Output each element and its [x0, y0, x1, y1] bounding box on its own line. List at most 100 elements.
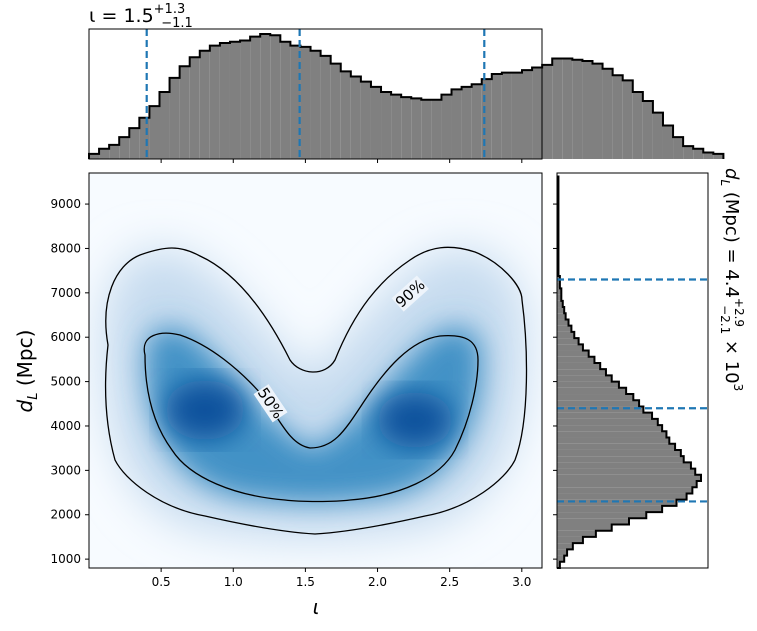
top-hist-bar: [280, 41, 291, 159]
contour-label-90-bg: [391, 275, 429, 312]
joint-panel: 90% 50% 0.5 1.0 1.5 2.0 2.5 3.0 1000200030004…: [13, 172, 543, 619]
y-tick-label-2: 3000: [50, 463, 81, 477]
y-tick-label-1: 2000: [50, 508, 81, 522]
top-hist-bar: [622, 80, 633, 159]
right-histogram: [557, 175, 702, 569]
top-hist-bar: [189, 57, 200, 159]
top-hist-bar: [481, 79, 492, 159]
density-inner-region: [145, 326, 482, 503]
right-axes-frame: [556, 172, 709, 569]
right-hist-bar: [557, 400, 640, 407]
right-hist-bar: [557, 282, 560, 289]
right-hist-bar: [557, 300, 563, 308]
right-hist-bar: [557, 375, 612, 382]
right-hist-bar: [557, 381, 619, 388]
top-hist-bar: [179, 66, 190, 159]
distance-summary-label: dL (Mpc) = 4.4+2.9−2.1 × 103: [718, 168, 746, 391]
right-hist-outline: [557, 175, 702, 569]
top-hist-bar: [139, 117, 150, 159]
top-hist-bar: [683, 146, 694, 159]
iota-upper: +1.3: [154, 2, 186, 17]
right-hist-bar: [557, 369, 606, 376]
iota-median: 1.5: [123, 5, 153, 27]
right-hist-bar: [557, 362, 601, 370]
right-hist-bar: [557, 437, 670, 444]
right-hist-bar: [557, 387, 627, 395]
top-hist-bar: [562, 58, 573, 159]
top-hist-bar: [99, 148, 110, 159]
top-hist-bar: [381, 91, 392, 159]
right-hist-bar: [557, 518, 629, 525]
top-hist-bar: [129, 128, 140, 159]
right-hist-bar: [557, 543, 573, 550]
right-hist-bar: [557, 505, 663, 513]
right-hist-bar: [557, 406, 644, 413]
top-hist-bar: [209, 45, 220, 159]
y-axis-label: dL (Mpc): [13, 330, 41, 413]
top-hist-bar: [532, 67, 543, 159]
iota-lower: −1.1: [161, 16, 193, 31]
dl-symbol: d: [721, 168, 742, 180]
right-hist-bar: [557, 294, 562, 301]
x-tick-label-0: 0.5: [152, 575, 171, 589]
right-hist-bar: [557, 443, 676, 450]
density-heatmap: [89, 173, 542, 568]
top-hist-bar: [219, 43, 230, 160]
density-mode-right: [377, 392, 453, 448]
right-hist-bar: [557, 512, 647, 519]
top-hist-bar: [582, 61, 593, 159]
y-tick-label-0: 1000: [50, 552, 81, 566]
top-hist-bar: [673, 137, 684, 159]
top-hist-bar: [250, 36, 261, 160]
right-hist-bar: [557, 456, 684, 463]
top-hist-bar: [703, 152, 714, 159]
top-hist-bar: [602, 68, 613, 159]
top-hist-bar: [421, 99, 432, 159]
top-hist-bar: [300, 46, 311, 159]
right-y-ticks: [553, 203, 557, 560]
right-hist-bar: [557, 425, 663, 432]
x-tick-label-3: 2.0: [368, 575, 387, 589]
right-quantile-lines: [557, 278, 708, 503]
top-hist-bar: [642, 101, 653, 159]
top-hist-bar: [340, 71, 351, 159]
right-hist-bar: [557, 331, 575, 339]
y-tick-label-8: 9000: [50, 197, 81, 211]
top-hist-bar: [652, 112, 663, 159]
top-hist-bar: [310, 50, 321, 159]
right-hist-bar: [557, 555, 565, 562]
right-hist-bar: [557, 313, 566, 320]
top-hist-bar: [391, 94, 402, 159]
right-hist-bar: [557, 412, 653, 419]
top-hist-bar: [350, 76, 361, 159]
top-hist-bar: [360, 81, 371, 159]
dl-exponent: 3: [731, 384, 745, 392]
top-hist-bar: [411, 98, 422, 159]
top-hist-bar: [491, 73, 502, 159]
top-hist-bar: [240, 40, 251, 159]
right-hist-bar: [557, 350, 589, 357]
top-marginal-panel: ι = 1.5+1.3 −1.1: [88, 2, 725, 163]
joint-axes-frame: [88, 172, 543, 569]
top-hist-bar: [260, 34, 271, 159]
top-hist-bar: [229, 41, 241, 159]
dl-upper: +2.9: [732, 298, 746, 327]
joint-x-ticks: 0.5 1.0 1.5 2.0 2.5 3.0: [152, 568, 531, 589]
y-tick-label-7: 8000: [50, 241, 81, 255]
top-x-ticks: [160, 159, 523, 163]
joint-y-ticks: 1000 2000 3000 4000 5000 6000 7000 8000 9000: [50, 197, 89, 566]
right-hist-bar: [557, 418, 658, 426]
right-hist-bar: [557, 468, 696, 475]
right-hist-bar: [557, 394, 634, 401]
top-hist-bar: [199, 50, 210, 159]
y-tick-label-6: 7000: [50, 286, 81, 300]
top-hist-bar: [461, 86, 472, 159]
top-hist-bar: [632, 91, 643, 159]
right-hist-bar: [557, 338, 579, 345]
right-hist-bar: [557, 307, 565, 314]
top-hist-bar: [451, 89, 462, 159]
top-hist-bar: [370, 86, 382, 159]
right-hist-bar: [557, 344, 583, 351]
top-hist-bar: [441, 94, 452, 159]
top-hist-bar: [471, 84, 482, 159]
